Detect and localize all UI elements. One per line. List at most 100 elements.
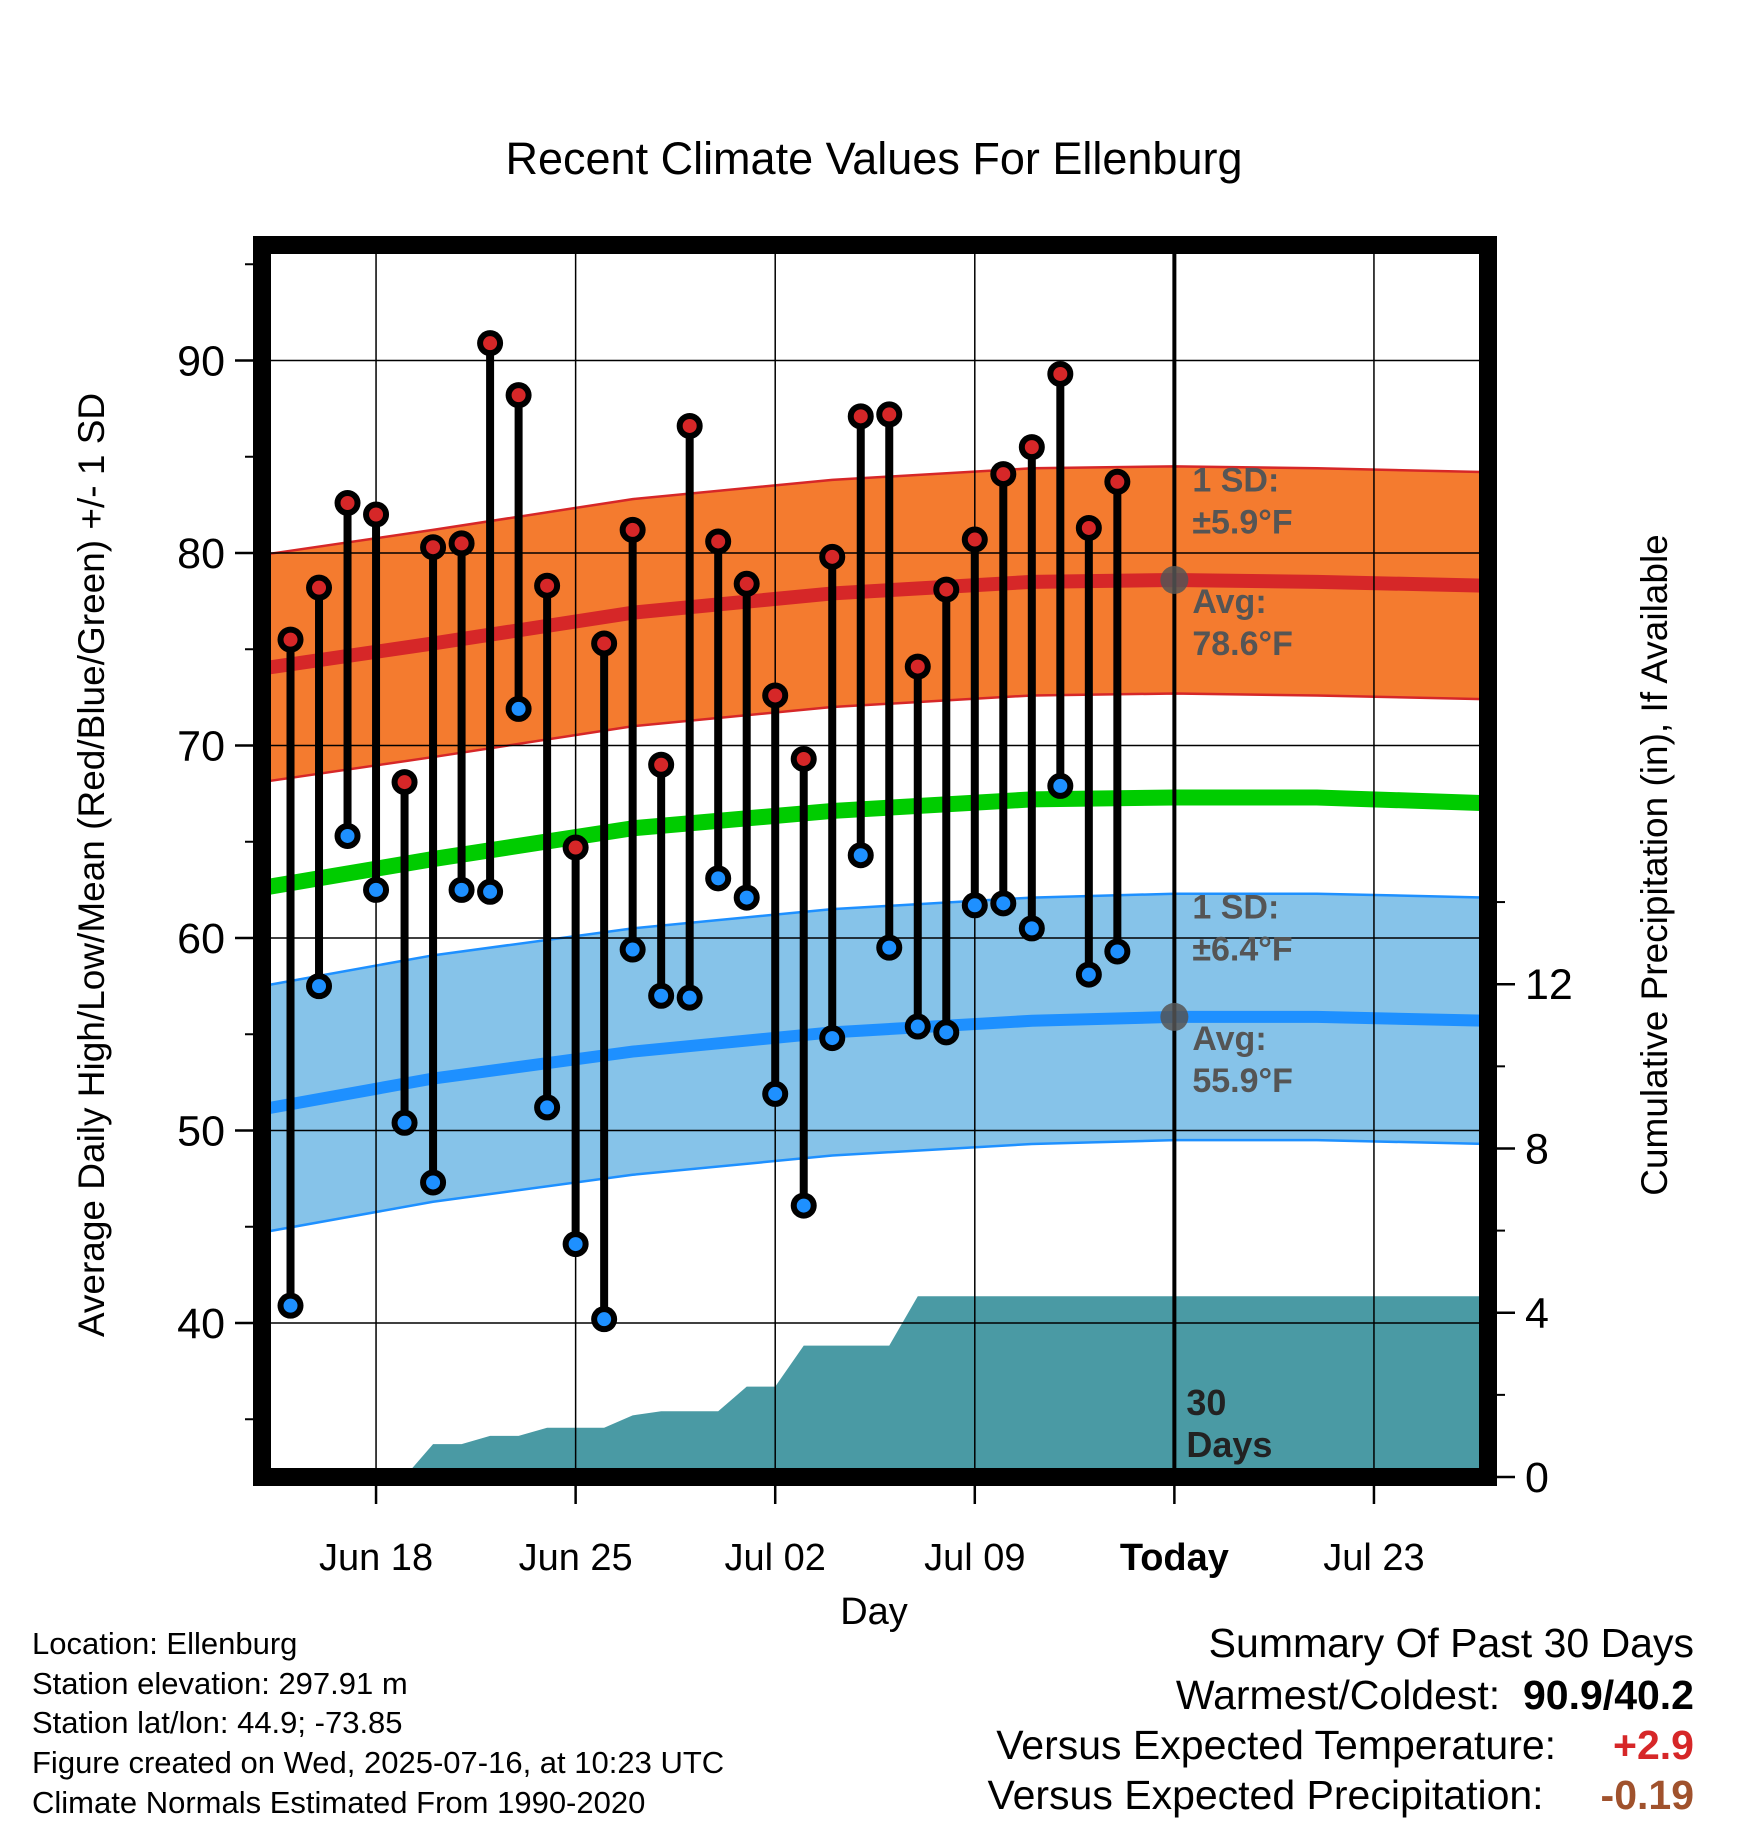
daily-low-point xyxy=(334,822,361,849)
avg-high-line xyxy=(260,572,1489,676)
daily-high-point xyxy=(961,526,988,553)
chart-title: Recent Climate Values For Ellenburg xyxy=(505,133,1242,184)
daily-low-point xyxy=(391,1109,418,1136)
daily-high-point xyxy=(334,489,361,516)
daily-low-point xyxy=(762,1080,789,1107)
precip-label: Versus Expected Precipitation: xyxy=(987,1772,1544,1818)
today-low-normal-marker xyxy=(1160,1002,1189,1031)
daily-low-point xyxy=(990,890,1017,917)
daily-high-point xyxy=(477,330,504,357)
daily-high-point xyxy=(420,534,447,561)
daily-low-point xyxy=(363,876,390,903)
daily-high-point xyxy=(562,834,589,861)
temp-label: Versus Expected Temperature: xyxy=(996,1722,1557,1768)
daily-high-point xyxy=(363,501,390,528)
high-avg-value: 78.6°F xyxy=(1192,625,1293,663)
daily-high-point xyxy=(705,528,732,555)
daily-low-point xyxy=(306,973,333,1000)
low-avg-value: 55.9°F xyxy=(1192,1062,1293,1100)
footer-created: Figure created on Wed, 2025-07-16, at 10… xyxy=(32,1745,725,1780)
daily-high-point xyxy=(819,543,846,570)
daily-high-point xyxy=(847,403,874,430)
daily-high-point xyxy=(448,530,475,557)
summary-warm-cold: Warmest/Coldest: 90.9/40.2 xyxy=(1176,1672,1694,1719)
daily-high-point xyxy=(648,751,675,778)
today-label-days-count: 30 xyxy=(1186,1382,1226,1423)
avg-low-line xyxy=(260,1010,1489,1116)
high-sd-band xyxy=(262,466,1488,783)
x-axis-label: Day xyxy=(840,1591,908,1633)
avg-mean-line xyxy=(260,789,1489,896)
footer-latlon: Station lat/lon: 44.9; -73.85 xyxy=(32,1705,403,1740)
y-tick-label: 90 xyxy=(177,338,225,386)
low-sd-band xyxy=(262,893,1488,1233)
high-band-upper-edge xyxy=(261,465,1489,557)
daily-low-point xyxy=(876,934,903,961)
y2-axis-label: Cumulative Precipitation (in), If Availa… xyxy=(1634,534,1675,1196)
y-tick-label: 80 xyxy=(177,530,225,578)
daily-low-point xyxy=(562,1231,589,1258)
high-avg-label: Avg: xyxy=(1192,583,1266,621)
low-band-upper-edge xyxy=(261,892,1489,988)
daily-high-point xyxy=(762,682,789,709)
footer-normals: Climate Normals Estimated From 1990-2020 xyxy=(32,1785,646,1820)
y-tick-label: 70 xyxy=(177,723,225,771)
daily-low-point xyxy=(961,892,988,919)
daily-low-point xyxy=(619,936,646,963)
summary-temp: Versus Expected Temperature: +2.9 xyxy=(996,1722,1694,1769)
daily-high-point xyxy=(904,653,931,680)
x-tick-label: Jul 09 xyxy=(924,1537,1025,1579)
x-tick-label: Jul 02 xyxy=(725,1537,826,1579)
y2-tick-label: 4 xyxy=(1525,1290,1549,1338)
warm-cold-label: Warmest/Coldest: xyxy=(1175,1672,1501,1718)
low-band-lower-edge xyxy=(261,1138,1489,1234)
daily-low-point xyxy=(648,982,675,1009)
y-tick-label: 50 xyxy=(177,1108,225,1156)
daily-high-point xyxy=(277,626,304,653)
temp-value: +2.9 xyxy=(1613,1722,1694,1768)
daily-low-point xyxy=(733,884,760,911)
y-tick-label: 60 xyxy=(177,915,225,963)
summary-precip: Versus Expected Precipitation: -0.19 xyxy=(987,1772,1694,1819)
daily-low-point xyxy=(847,842,874,869)
daily-high-point xyxy=(391,769,418,796)
daily-high-point xyxy=(876,401,903,428)
summary-title: Summary Of Past 30 Days xyxy=(1208,1620,1694,1666)
daily-high-point xyxy=(534,572,561,599)
daily-low-point xyxy=(420,1169,447,1196)
x-tick-label: Jun 25 xyxy=(519,1537,633,1579)
daily-low-point xyxy=(591,1306,618,1333)
daily-high-point xyxy=(933,576,960,603)
plot-area: 1 SD: ±5.9°F Avg: 78.6°F 1 SD: ±6.4°F Avg: 55.9… xyxy=(177,236,1573,1579)
daily-high-point xyxy=(676,412,703,439)
footer-location: Location: Ellenburg xyxy=(32,1626,298,1661)
daily-low-point xyxy=(1104,938,1131,965)
daily-high-point xyxy=(1075,514,1102,541)
daily-high-point xyxy=(1047,360,1074,387)
y-tick-label: 40 xyxy=(177,1300,225,1348)
x-tick-label: Jul 23 xyxy=(1323,1537,1424,1579)
cumulative-precip-area xyxy=(262,1296,1488,1477)
footer-elevation: Station elevation: 297.91 m xyxy=(32,1666,408,1701)
daily-low-point xyxy=(505,695,532,722)
daily-high-point xyxy=(306,574,333,601)
daily-high-point xyxy=(733,570,760,597)
daily-low-point xyxy=(705,865,732,892)
daily-low-point xyxy=(790,1192,817,1219)
high-band-lower-edge xyxy=(261,692,1489,784)
daily-high-point xyxy=(790,745,817,772)
warm-cold-value: 90.9/40.2 xyxy=(1523,1672,1694,1718)
daily-low-point xyxy=(1075,961,1102,988)
daily-low-point xyxy=(1018,915,1045,942)
daily-high-point xyxy=(619,516,646,543)
low-sd-label: 1 SD: xyxy=(1192,889,1279,927)
y2-tick-label: 12 xyxy=(1525,961,1573,1009)
daily-low-point xyxy=(676,984,703,1011)
daily-high-point xyxy=(505,382,532,409)
daily-low-point xyxy=(819,1025,846,1052)
high-sd-value: ±5.9°F xyxy=(1192,503,1292,541)
daily-high-point xyxy=(1018,434,1045,461)
daily-low-point xyxy=(534,1094,561,1121)
y2-tick-label: 0 xyxy=(1525,1454,1549,1502)
